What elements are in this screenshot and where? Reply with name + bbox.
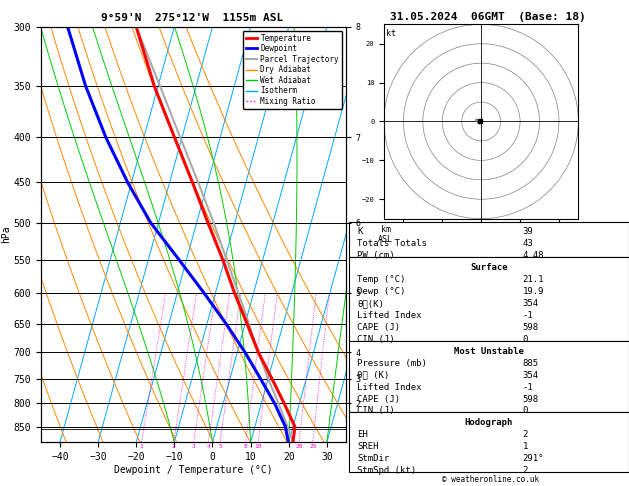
Text: 885: 885 [523, 359, 539, 368]
Text: 2: 2 [172, 444, 175, 450]
Text: K: K [357, 227, 363, 237]
Text: SREH: SREH [357, 442, 379, 451]
Text: 21.1: 21.1 [523, 275, 544, 284]
Y-axis label: km
ASL: km ASL [378, 225, 393, 244]
Text: Temp (°C): Temp (°C) [357, 275, 406, 284]
Text: 8: 8 [244, 444, 247, 450]
Text: Most Unstable: Most Unstable [454, 347, 524, 356]
Text: Dewp (°C): Dewp (°C) [357, 287, 406, 296]
Text: 9°59'N  275°12'W  1155m ASL: 9°59'N 275°12'W 1155m ASL [101, 13, 283, 23]
Text: 5: 5 [218, 444, 222, 450]
Text: 39: 39 [523, 227, 533, 237]
Text: θᴇ (K): θᴇ (K) [357, 371, 390, 380]
Text: 19.9: 19.9 [523, 287, 544, 296]
Text: 291°: 291° [523, 454, 544, 463]
Text: 10: 10 [255, 444, 262, 450]
Text: -1: -1 [523, 311, 533, 320]
Bar [349, 341, 629, 413]
Text: 1: 1 [140, 444, 143, 450]
Text: 31.05.2024  06GMT  (Base: 18): 31.05.2024 06GMT (Base: 18) [389, 12, 586, 22]
Text: Totals Totals: Totals Totals [357, 240, 427, 248]
Text: 25: 25 [309, 444, 316, 450]
Text: 598: 598 [523, 395, 539, 403]
Text: © weatheronline.co.uk: © weatheronline.co.uk [442, 474, 539, 484]
Text: LCL: LCL [350, 424, 365, 434]
Text: kt: kt [386, 29, 396, 38]
Legend: Temperature, Dewpoint, Parcel Trajectory, Dry Adiabat, Wet Adiabat, Isotherm, Mi: Temperature, Dewpoint, Parcel Trajectory… [243, 31, 342, 109]
Y-axis label: hPa: hPa [1, 226, 11, 243]
Text: PW (cm): PW (cm) [357, 251, 395, 260]
Text: 0: 0 [523, 335, 528, 344]
Text: EH: EH [357, 430, 368, 439]
Text: CAPE (J): CAPE (J) [357, 395, 401, 403]
Text: 0: 0 [523, 406, 528, 416]
Text: 1: 1 [523, 442, 528, 451]
Bar [349, 257, 629, 341]
Text: 2: 2 [523, 466, 528, 475]
Text: StmDir: StmDir [357, 454, 390, 463]
Text: Lifted Index: Lifted Index [357, 311, 422, 320]
X-axis label: Dewpoint / Temperature (°C): Dewpoint / Temperature (°C) [114, 465, 273, 475]
Text: 4: 4 [206, 444, 210, 450]
Text: Surface: Surface [470, 263, 508, 272]
Text: 354: 354 [523, 371, 539, 380]
Text: 43: 43 [523, 240, 533, 248]
Text: 4.48: 4.48 [523, 251, 544, 260]
Text: Lifted Index: Lifted Index [357, 382, 422, 392]
Text: 20: 20 [295, 444, 303, 450]
Bar [349, 222, 629, 257]
Text: 354: 354 [523, 299, 539, 308]
Text: StmSpd (kt): StmSpd (kt) [357, 466, 416, 475]
Text: 2: 2 [523, 430, 528, 439]
Text: 598: 598 [523, 323, 539, 332]
Bar [349, 413, 629, 472]
Text: -1: -1 [523, 382, 533, 392]
Text: θᴇ(K): θᴇ(K) [357, 299, 384, 308]
Text: CIN (J): CIN (J) [357, 406, 395, 416]
Text: Hodograph: Hodograph [465, 418, 513, 427]
Text: 3: 3 [192, 444, 196, 450]
Text: CIN (J): CIN (J) [357, 335, 395, 344]
Text: CAPE (J): CAPE (J) [357, 323, 401, 332]
Text: Pressure (mb): Pressure (mb) [357, 359, 427, 368]
